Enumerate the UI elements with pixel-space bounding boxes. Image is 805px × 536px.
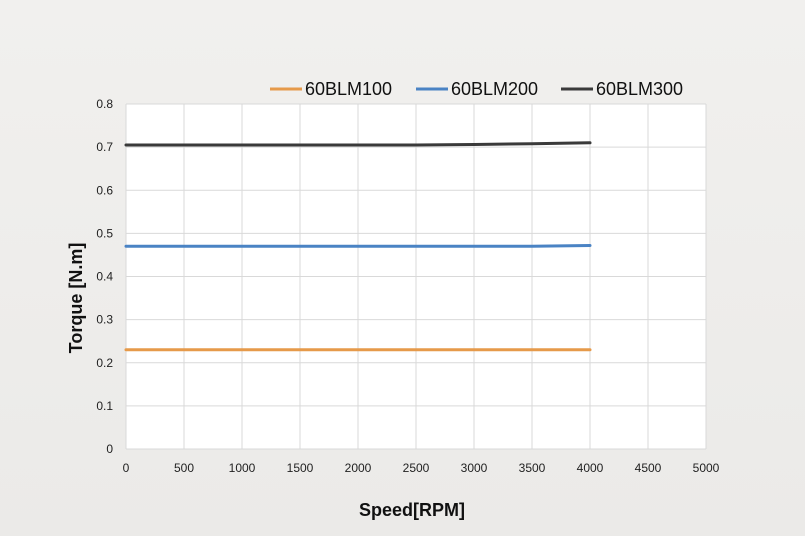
y-axis-ticks: 0 0.1 0.2 0.3 0.4 0.5 0.6 0.7 0.8 [96,97,113,456]
y-tick-label: 0.1 [96,399,113,413]
legend-label-2: 60BLM200 [451,79,538,99]
x-axis-ticks: 0 500 1000 1500 2000 2500 3000 3500 4000 4500 5000 [123,461,720,475]
y-tick-label: 0.3 [96,313,113,327]
y-axis-title: Torque [N.m] [66,243,86,354]
x-tick-label: 1000 [229,461,256,475]
y-tick-label: 0.4 [96,270,113,284]
series-layer [124,141,592,352]
x-axis-title: Speed[RPM] [359,500,465,520]
y-tick-label: 0.6 [96,183,113,197]
legend: 60BLM100 60BLM200 60BLM300 [270,79,683,99]
y-tick-label: 0.5 [96,226,113,240]
x-tick-label: 5000 [693,461,720,475]
x-tick-label: 500 [174,461,194,475]
y-tick-label: 0.7 [96,140,113,154]
x-tick-label: 4000 [577,461,604,475]
legend-label-1: 60BLM100 [305,79,392,99]
x-tick-label: 4500 [635,461,662,475]
x-tick-label: 2500 [403,461,430,475]
series-line-3 [124,141,592,147]
series-line-2 [124,244,592,248]
y-tick-label: 0.2 [96,356,113,370]
grid [125,103,707,450]
y-tick-label: 0 [106,442,113,456]
x-tick-label: 3500 [519,461,546,475]
y-tick-label: 0.8 [96,97,113,111]
legend-label-3: 60BLM300 [596,79,683,99]
x-tick-label: 1500 [287,461,314,475]
x-tick-label: 3000 [461,461,488,475]
x-tick-label: 2000 [345,461,372,475]
x-tick-label: 0 [123,461,130,475]
